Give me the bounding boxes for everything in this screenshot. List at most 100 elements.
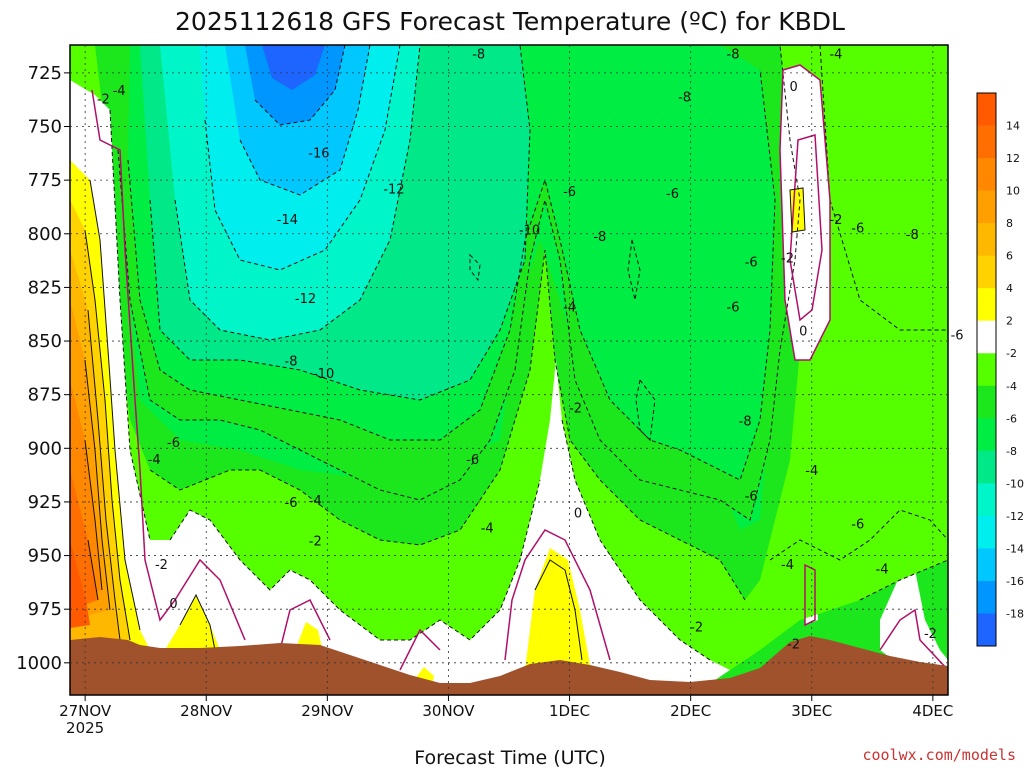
- colorbar-label: -18: [1006, 607, 1024, 620]
- y-tick-label: 925: [28, 492, 62, 513]
- colorbar-frame: [976, 92, 997, 647]
- contour-label: -6: [666, 187, 679, 202]
- colorbar-label: -2: [1006, 347, 1017, 360]
- contour-label: -8: [727, 48, 740, 63]
- colorbar-label: -4: [1006, 380, 1017, 393]
- x-axis-label: Forecast Time (UTC): [414, 747, 605, 768]
- contour-label: -16: [308, 146, 329, 161]
- colorbar-swatch: [977, 613, 996, 647]
- contour-label: -6: [167, 436, 180, 451]
- field-warm-blob-29nov: [296, 622, 322, 648]
- colorbar-label: 14: [1006, 120, 1020, 133]
- field-zero-lowright: [800, 560, 948, 670]
- field-minus4: [70, 45, 948, 695]
- x-tick-label: 2DEC: [670, 702, 711, 720]
- contour-label: -12: [295, 292, 316, 307]
- colorbar-swatch: [977, 190, 996, 224]
- contour-label: -4: [781, 558, 794, 573]
- gridlines: [70, 45, 948, 695]
- contour-label: -2: [97, 93, 110, 108]
- colorbar-swatch: [977, 320, 996, 354]
- contour-label: 0: [799, 324, 807, 339]
- colorbar-label: -10: [1006, 477, 1024, 490]
- contour-label: -4: [563, 301, 576, 316]
- colorbar-swatch: [977, 515, 996, 549]
- colorbar-swatch: [977, 125, 996, 159]
- colorbar-swatch: [977, 255, 996, 289]
- colorbar: 14 12 10 8 6 4 2 -2 -4 -6 -8 -10 -12 -14 -16 -18: [976, 92, 1024, 647]
- y-tick-label: 975: [28, 599, 62, 620]
- contour-label: -8: [906, 228, 919, 243]
- colorbar-swatch: [977, 450, 996, 484]
- colorbar-label: -14: [1006, 542, 1024, 555]
- contour-label: -6: [745, 256, 758, 271]
- colorbar-label: -8: [1006, 445, 1017, 458]
- contour-label: -14: [277, 213, 298, 228]
- contour-label: -6: [745, 489, 758, 504]
- contour-label: -8: [593, 230, 606, 245]
- y-tick-label: 1000: [16, 653, 62, 674]
- colorbar-swatch: [977, 548, 996, 582]
- field-warm-14: [70, 540, 90, 628]
- colorbar-swatch: [977, 353, 996, 387]
- x-tick-label: 1DEC: [549, 702, 590, 720]
- contour-label: -4: [829, 48, 842, 63]
- contour-label: -4: [148, 453, 161, 468]
- contour-label: -4: [805, 464, 818, 479]
- contour-label: -8: [472, 48, 485, 63]
- plot-frame: [69, 44, 949, 696]
- contour-label: -6: [285, 496, 298, 511]
- field-warm-blob-28nov: [165, 595, 220, 650]
- contour-label: -2: [924, 627, 937, 642]
- y-tick-label: 950: [28, 546, 62, 567]
- warm-contours: [84, 179, 806, 661]
- y-axis: 725 750 775 800 825 850 875 900 925 950 975 1000: [16, 63, 70, 674]
- contour-label: -2: [781, 251, 794, 266]
- colorbar-label: -16: [1006, 575, 1024, 588]
- y-tick-label: 875: [28, 385, 62, 406]
- x-tick-label: 28NOV: [180, 702, 233, 720]
- y-tick-label: 900: [28, 438, 62, 459]
- contour-label: -10: [313, 367, 334, 382]
- x-tick-label: 3DEC: [791, 702, 832, 720]
- terrain: [70, 636, 948, 695]
- chart-title: 2025112618 GFS Forecast Temperature (ºC)…: [175, 7, 845, 36]
- x-tick-sublabel: 2025: [66, 719, 104, 737]
- colorbar-label: 8: [1006, 217, 1013, 230]
- contour-label: -6: [727, 301, 740, 316]
- contour-label: -2: [787, 638, 800, 653]
- y-tick-label: 825: [28, 277, 62, 298]
- contour-label: -6: [563, 185, 576, 200]
- colorbar-swatch: [977, 483, 996, 517]
- contour-label: 0: [574, 507, 582, 522]
- dashed-contours: [109, 45, 948, 661]
- y-tick-label: 725: [28, 63, 62, 84]
- contour-label: -4: [309, 494, 322, 509]
- contour-label: -4: [481, 522, 494, 537]
- colorbar-label: 6: [1006, 250, 1013, 263]
- contour-label: -6: [951, 329, 964, 344]
- colorbar-label: 12: [1006, 152, 1020, 165]
- contour-label: -8: [739, 414, 752, 429]
- contour-label: -6: [851, 517, 864, 532]
- colorbar-label: 10: [1006, 185, 1020, 198]
- contour-label: -8: [678, 90, 691, 105]
- contour-label: 0: [789, 80, 797, 95]
- contour-label: -2: [309, 535, 322, 550]
- contour-label: -6: [466, 453, 479, 468]
- x-tick-label: 4DEC: [912, 702, 953, 720]
- contour-label: 0: [169, 597, 177, 612]
- colorbar-label: 2: [1006, 315, 1013, 328]
- contour-label: -2: [569, 402, 582, 417]
- contour-label: -2: [690, 620, 703, 635]
- x-tick-label: 29NOV: [301, 702, 354, 720]
- contour-label: -8: [285, 354, 298, 369]
- colorbar-swatch: [977, 288, 996, 322]
- colorbar-label: 4: [1006, 282, 1013, 295]
- contour-label: -12: [383, 183, 404, 198]
- field-zero-column: [780, 65, 830, 360]
- y-tick-label: 775: [28, 170, 62, 191]
- colorbar-label: -6: [1006, 412, 1017, 425]
